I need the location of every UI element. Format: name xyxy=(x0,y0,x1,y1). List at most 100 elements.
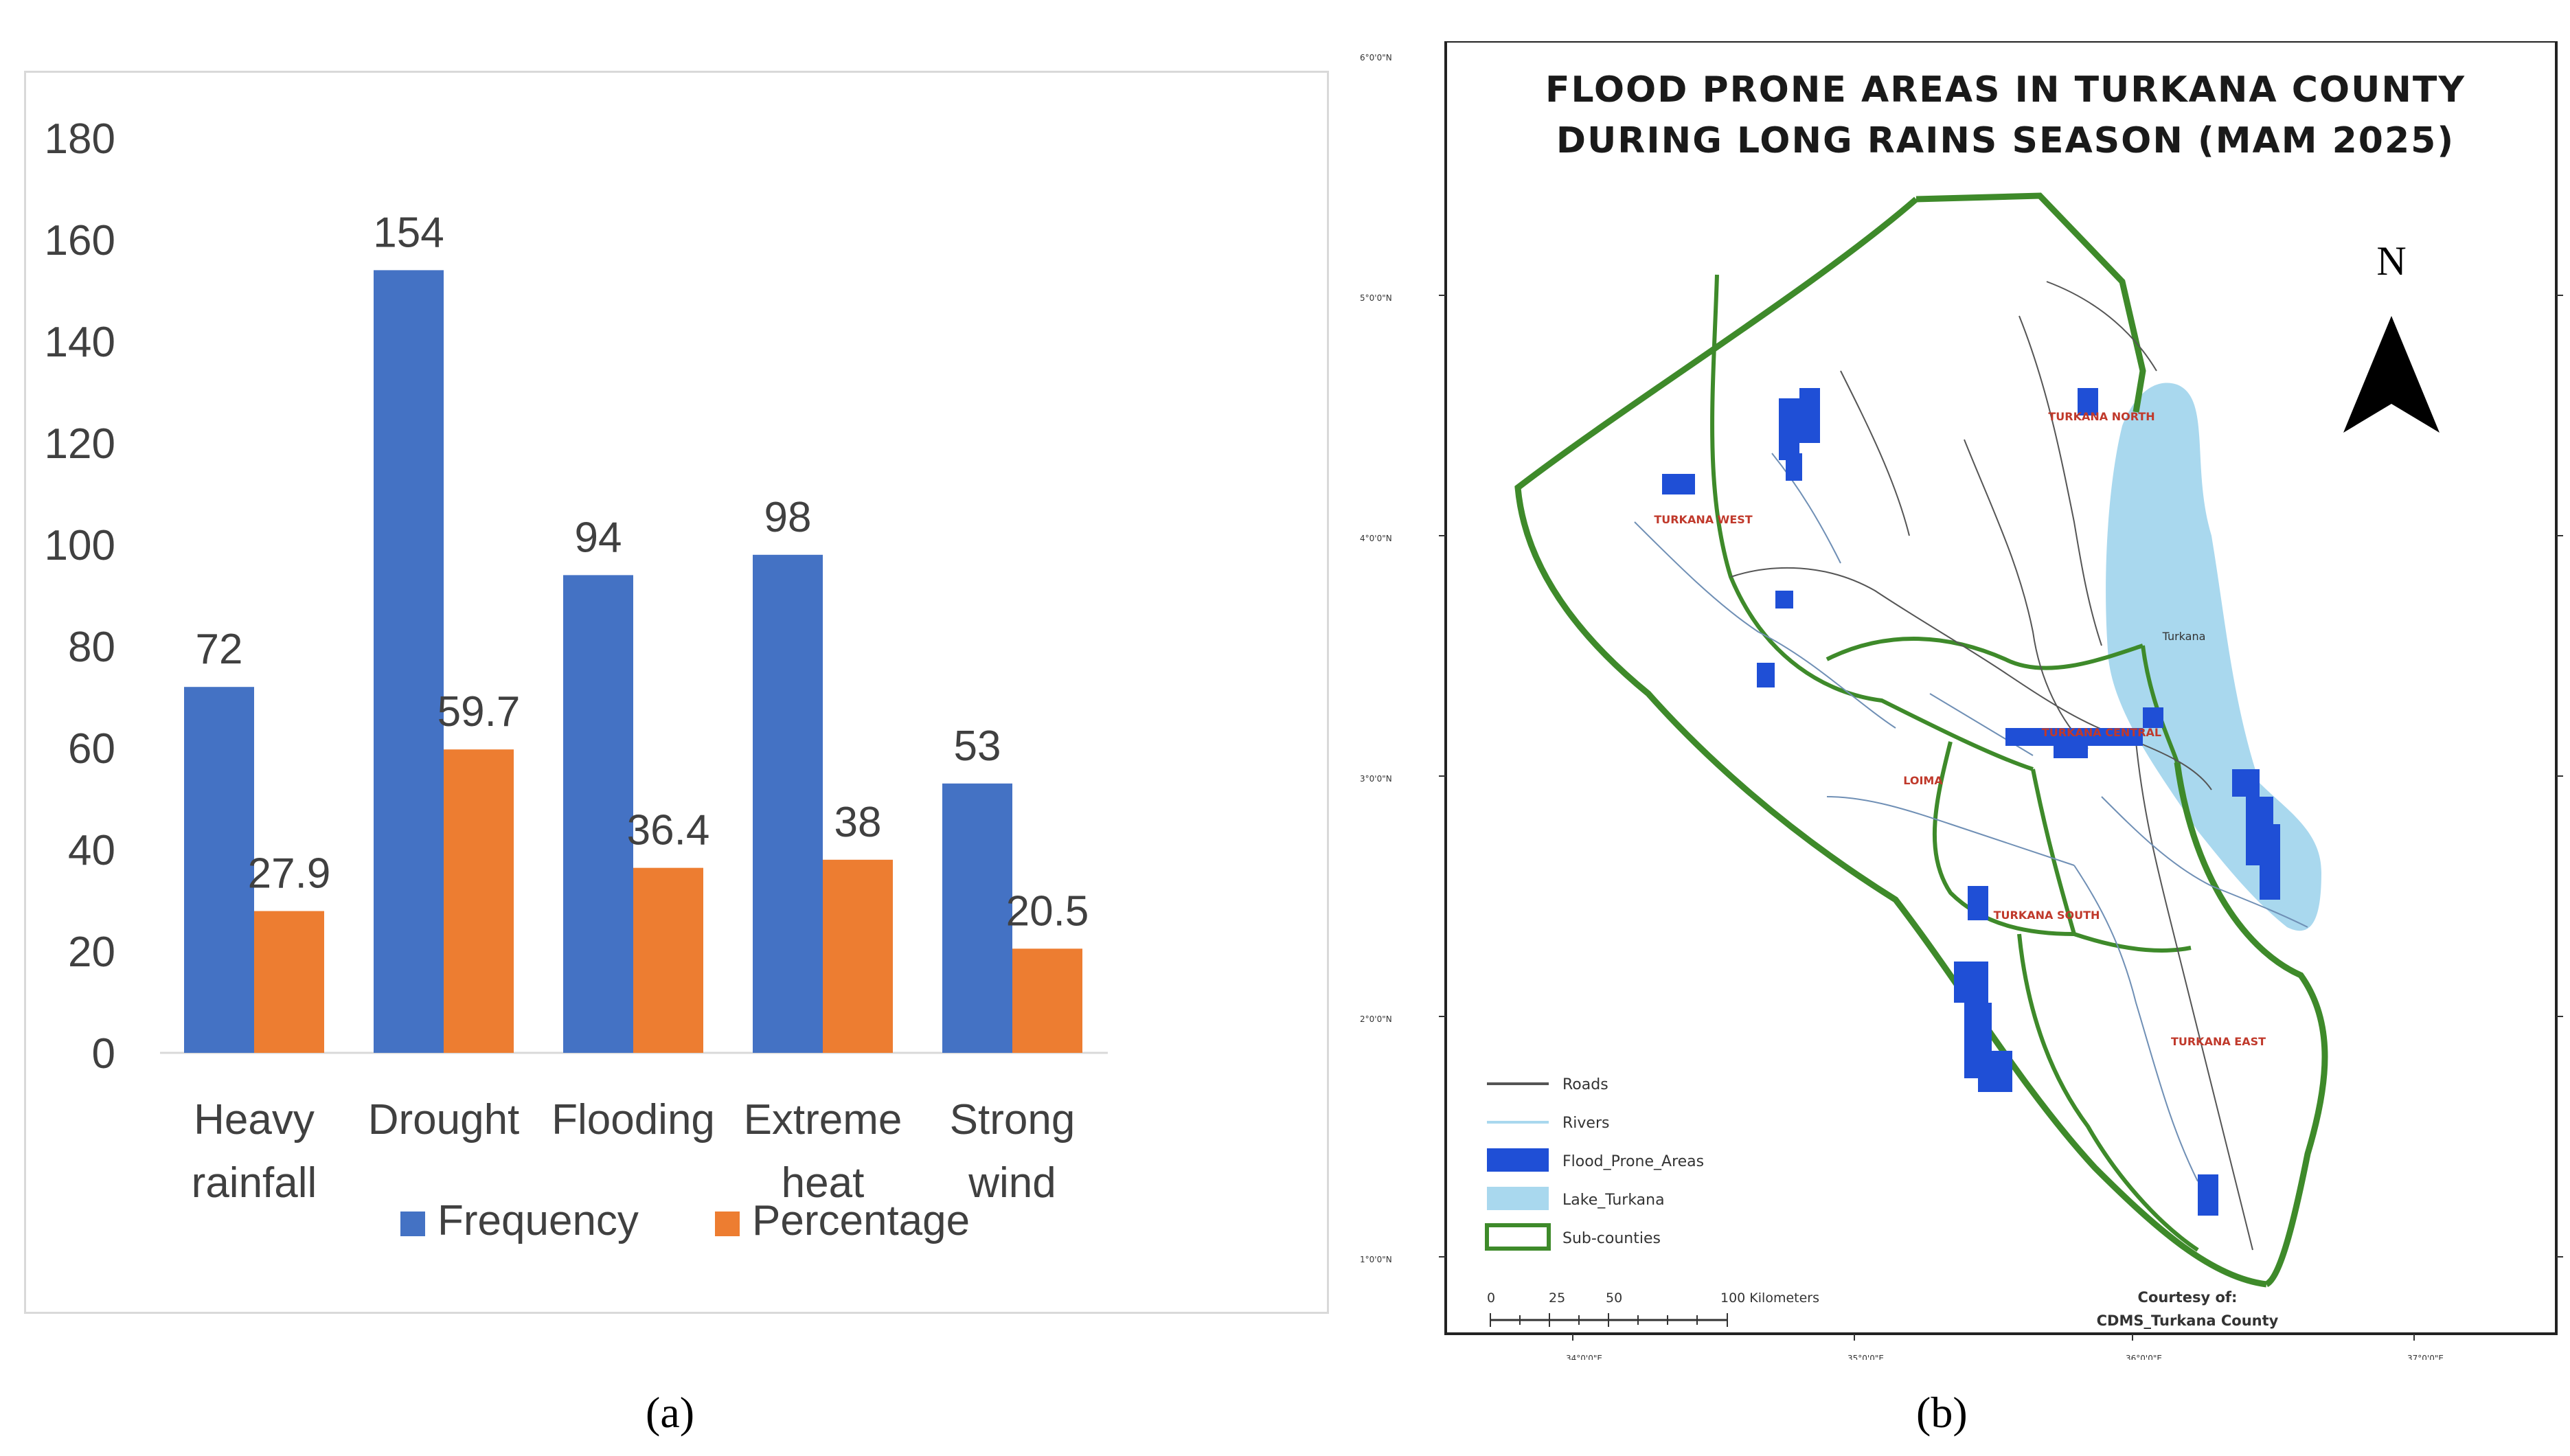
lat-label-4: 4°0'0"N xyxy=(1360,534,1392,543)
lat-label-top: 6°0'0"N xyxy=(1360,53,1392,62)
map-credit-line2: CDMS_Turkana County xyxy=(2097,1312,2279,1329)
scale-bar: 0 25 50 100 Kilometers xyxy=(1487,1290,1819,1327)
county-boundary-east xyxy=(2174,762,2328,1288)
lat-label-1: 1°0'0"N xyxy=(1360,1255,1392,1264)
lat-label-2: 2°0'0"N xyxy=(1360,1014,1392,1024)
data-label-frequency: 98 xyxy=(764,494,812,541)
legend-flood-swatch xyxy=(1487,1148,1549,1172)
data-label-percentage: 36.4 xyxy=(627,807,710,854)
legend-swatch-percentage xyxy=(715,1212,740,1236)
bar-percentage xyxy=(823,859,893,1053)
y-tick-label: 60 xyxy=(68,725,115,773)
lon-label-37: 37°0'0"E xyxy=(2407,1354,2444,1360)
map-frame xyxy=(1444,41,2558,1335)
y-tick-label: 180 xyxy=(45,115,115,163)
scale-tick-0: 0 xyxy=(1487,1290,1495,1306)
y-axis: 0 20 40 60 80 100 120 140 160 180 xyxy=(45,115,115,1078)
chart-panel: 0 20 40 60 80 100 120 140 160 180 72 27.9 154 59.7 94… xyxy=(24,71,1329,1314)
lake-turkana xyxy=(2106,383,2321,931)
lat-label-5: 5°0'0"N xyxy=(1360,293,1392,303)
map-title-line2: DURING LONG RAINS SEASON (MAM 2025) xyxy=(1556,120,2455,161)
data-label-percentage: 20.5 xyxy=(1006,887,1089,935)
county-boundary-north xyxy=(1915,192,2146,413)
bar-frequency xyxy=(374,270,444,1053)
bar-percentage xyxy=(1012,948,1082,1053)
y-tick-label: 100 xyxy=(45,522,115,569)
scale-tick-50: 50 xyxy=(1606,1290,1622,1306)
y-tick-label: 160 xyxy=(45,217,115,264)
north-arrow-icon xyxy=(2343,316,2440,433)
legend-rivers-label: Rivers xyxy=(1562,1115,1609,1132)
x-axis: Heavy rainfall Drought Flooding Extreme heat S… xyxy=(192,1096,1076,1207)
bar-percentage xyxy=(633,867,703,1053)
x-tick-label: Strong xyxy=(950,1096,1076,1144)
bars-group xyxy=(184,270,1082,1053)
legend-swatch-frequency xyxy=(400,1212,425,1236)
flood-map: 6°0'0"N 5°0'0"N 4°0'0"N 3°0'0"N 2°0'0"N … xyxy=(1360,41,2563,1360)
bar-frequency xyxy=(753,554,823,1053)
data-label-frequency: 72 xyxy=(196,626,243,673)
y-tick-label: 120 xyxy=(45,420,115,468)
x-tick-label: Heavy xyxy=(194,1096,315,1144)
panel-label-b: (b) xyxy=(1916,1388,1968,1437)
lon-label-34: 34°0'0"E xyxy=(1566,1354,1602,1360)
x-tick-label: Flooding xyxy=(551,1096,715,1144)
label-turkana-west: TURKANA WEST xyxy=(1654,513,1752,526)
y-tick-label: 80 xyxy=(68,624,115,671)
lon-label-36: 36°0'0"E xyxy=(2126,1354,2162,1360)
label-turkana-lake: Turkana xyxy=(2162,630,2206,643)
roads xyxy=(1730,281,2253,1251)
legend: Frequency Percentage xyxy=(400,1197,970,1244)
x-tick-label: Extreme xyxy=(744,1096,902,1144)
label-turkana-central: TURKANA CENTRAL xyxy=(2042,726,2161,739)
data-label-percentage: 27.9 xyxy=(248,850,331,898)
x-tick-label: rainfall xyxy=(192,1159,317,1207)
y-tick-label: 40 xyxy=(68,827,115,874)
north-label: N xyxy=(2376,238,2406,284)
panel-label-a: (a) xyxy=(646,1388,695,1437)
bar-frequency xyxy=(563,575,633,1053)
legend-lake-swatch xyxy=(1487,1187,1549,1210)
legend-subcounties-label: Sub-counties xyxy=(1562,1230,1661,1247)
map-title-line1: FLOOD PRONE AREAS IN TURKANA COUNTY xyxy=(1545,69,2466,111)
data-label-frequency: 53 xyxy=(954,723,1001,770)
data-label-frequency: 94 xyxy=(575,514,622,561)
map-ticks xyxy=(1439,295,2563,1341)
scale-tick-25: 25 xyxy=(1549,1290,1565,1306)
bar-chart: 0 20 40 60 80 100 120 140 160 180 72 27.9 154 59.7 94… xyxy=(45,115,1108,1244)
x-tick-label: heat xyxy=(782,1159,865,1207)
label-turkana-east: TURKANA EAST xyxy=(2171,1035,2266,1048)
data-label-percentage: 38 xyxy=(834,799,882,846)
label-turkana-south: TURKANA SOUTH xyxy=(1994,909,2100,922)
rivers xyxy=(1634,453,2308,1182)
map-panel: 6°0'0"N 5°0'0"N 4°0'0"N 3°0'0"N 2°0'0"N … xyxy=(1346,41,2570,1360)
legend-label-percentage: Percentage xyxy=(752,1197,970,1244)
label-loima: LOIMA xyxy=(1903,774,1943,787)
legend-flood-label: Flood_Prone_Areas xyxy=(1562,1153,1704,1170)
bar-frequency xyxy=(184,687,254,1053)
y-tick-label: 20 xyxy=(68,929,115,976)
data-label-percentage: 59.7 xyxy=(437,688,521,736)
legend-label-frequency: Frequency xyxy=(437,1197,639,1244)
legend-subcounties-swatch xyxy=(1485,1223,1551,1251)
x-tick-label: Drought xyxy=(368,1096,520,1144)
bar-frequency xyxy=(942,783,1012,1053)
label-turkana-north: TURKANA NORTH xyxy=(2048,410,2154,423)
data-label-frequency: 154 xyxy=(373,209,444,256)
map-legend: Roads Rivers Flood_Prone_Areas Lake_Turk… xyxy=(1485,1076,1704,1251)
county-boundary-west xyxy=(1514,196,2267,1288)
scale-tick-100: 100 Kilometers xyxy=(1720,1290,1819,1306)
y-tick-label: 0 xyxy=(92,1030,115,1078)
y-tick-label: 140 xyxy=(45,319,115,366)
subcounty-boundaries xyxy=(1710,274,2199,1252)
flood-prone-areas xyxy=(1662,388,2280,1216)
legend-lake-label: Lake_Turkana xyxy=(1562,1192,1665,1209)
legend-roads-label: Roads xyxy=(1562,1076,1608,1093)
lon-label-35: 35°0'0"E xyxy=(1847,1354,1884,1360)
bar-percentage xyxy=(254,911,324,1053)
bar-percentage xyxy=(444,749,514,1053)
data-labels-group: 72 27.9 154 59.7 94 36.4 98 38 53 20.5 xyxy=(196,209,1089,935)
lat-label-3: 3°0'0"N xyxy=(1360,774,1392,784)
map-credit-line1: Courtesy of: xyxy=(2138,1289,2238,1306)
x-tick-label: wind xyxy=(968,1159,1056,1207)
